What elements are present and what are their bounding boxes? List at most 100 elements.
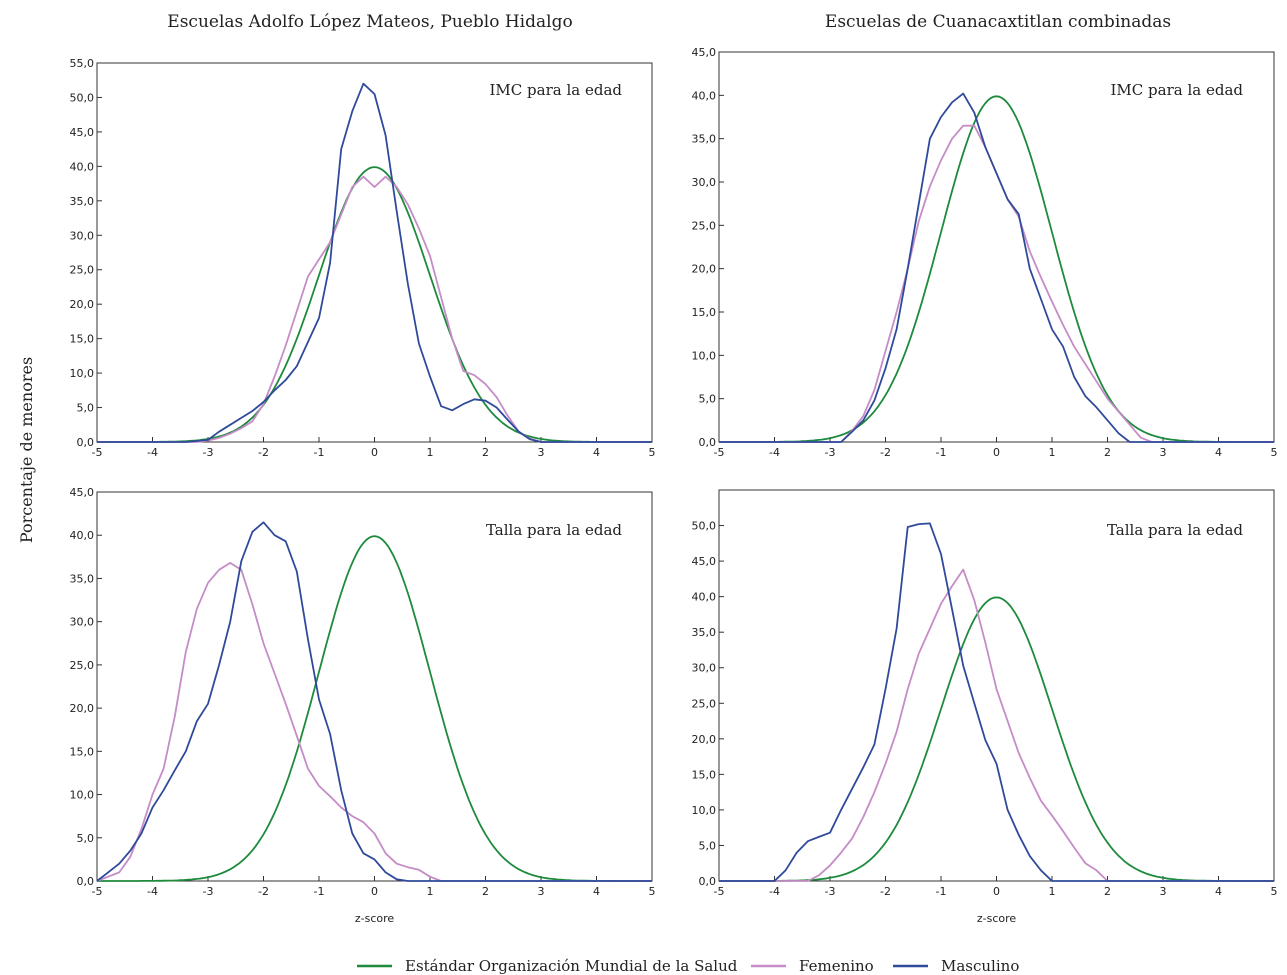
series-line-masculino [96,521,652,882]
y-tick-label: 10,0 [692,804,717,817]
y-tick-label: 30,0 [692,176,717,189]
x-tick-label: 4 [1215,885,1222,898]
x-tick-label: 4 [593,885,600,898]
y-tick-label: 5,0 [699,393,717,406]
series-line-masculino [719,92,1274,443]
panel-label: IMC para la edad [1111,81,1244,99]
x-tick-label: 2 [482,446,489,459]
x-tick-label: 0 [371,446,378,459]
y-tick-label: 10,0 [70,789,95,802]
x-tick-label: 0 [371,885,378,898]
plot-frame [718,51,1275,443]
y-tick-label: 20,0 [70,702,95,715]
y-tick-label: 25,0 [70,264,95,277]
legend-label-oms: Estándar Organización Mundial de la Salu… [405,957,738,975]
x-tick-label: -2 [880,885,891,898]
panel-top-left: 0,05,010,015,020,025,030,035,040,045,050… [70,57,656,459]
x-tick-label: -3 [825,446,836,459]
x-tick-label: 1 [427,446,434,459]
x-tick-label: -5 [92,446,103,459]
x-tick-label: -4 [769,885,780,898]
panel-label: Talla para la edad [486,521,622,539]
y-tick-label: 40,0 [70,529,95,542]
x-tick-label: 5 [1271,446,1278,459]
panel-label: Talla para la edad [1107,521,1243,539]
column-title-right: Escuelas de Cuanacaxtitlan combinadas [825,12,1171,32]
y-tick-label: 15,0 [70,745,95,758]
y-tick-label: 30,0 [70,616,95,629]
column-title-left: Escuelas Adolfo López Mateos, Pueblo Hid… [167,12,572,32]
x-tick-label: -3 [203,446,214,459]
x-tick-label: 0 [993,446,1000,459]
y-tick-label: 25,0 [692,697,717,710]
legend-label-masculino: Masculino [941,957,1019,975]
y-tick-label: 50,0 [692,520,717,533]
series-line-femenino [719,568,1274,882]
x-tick-label: -4 [769,446,780,459]
y-tick-label: 15,0 [692,306,717,319]
series-line-femenino [96,562,652,882]
y-tick-label: 25,0 [692,219,717,232]
x-axis-label: z-score [977,912,1017,925]
x-tick-label: -1 [936,446,947,459]
x-tick-label: 3 [1160,446,1167,459]
x-tick-label: -4 [147,446,158,459]
x-tick-label: 3 [538,446,545,459]
x-tick-label: 3 [538,885,545,898]
y-tick-label: 5,0 [77,402,95,415]
x-axis-label: z-score [355,912,395,925]
y-tick-label: 40,0 [70,160,95,173]
x-tick-label: 4 [593,446,600,459]
y-tick-label: 35,0 [692,133,717,146]
y-tick-label: 40,0 [692,89,717,102]
x-tick-label: -2 [880,446,891,459]
y-tick-label: 35,0 [70,572,95,585]
y-tick-label: 20,0 [70,298,95,311]
y-axis-label: Porcentaje de menores [17,357,36,543]
panel-bottom-right: 0,05,010,015,020,025,030,035,040,045,050… [692,489,1278,925]
legend-label-femenino: Femenino [799,957,874,975]
y-tick-label: 55,0 [70,57,95,70]
y-tick-label: 0,0 [699,875,717,888]
x-tick-label: 2 [1104,885,1111,898]
y-tick-label: 45,0 [70,486,95,499]
x-tick-label: 2 [482,885,489,898]
x-tick-label: 1 [1049,885,1056,898]
x-tick-label: -2 [258,885,269,898]
y-tick-label: 50,0 [70,91,95,104]
series-line-masculino [97,82,652,443]
y-tick-label: 25,0 [70,659,95,672]
series-line-oms [97,535,652,882]
x-tick-label: -3 [825,885,836,898]
x-tick-label: 1 [427,885,434,898]
panel-bottom-left: 0,0 5,0 10,0 15,0 20,0 25,0 30,0 35,0 40,0 45,0 -5… [70,486,656,925]
y-tick-label: 20,0 [692,733,717,746]
y-tick-label: 5,0 [77,832,95,845]
panel-label: IMC para la edad [490,81,623,99]
y-tick-label: 10,0 [692,349,717,362]
y-tick-label: 15,0 [70,333,95,346]
x-tick-label: 5 [649,885,656,898]
y-tick-label: 35,0 [70,195,95,208]
x-tick-label: 1 [1049,446,1056,459]
x-tick-label: -3 [203,885,214,898]
y-tick-label: 45,0 [692,46,717,59]
y-tick-label: 0,0 [77,875,95,888]
y-tick-label: 10,0 [70,367,95,380]
x-tick-label: 3 [1160,885,1167,898]
series-line-oms [719,596,1274,882]
plot-frame [96,62,653,443]
panel-top-right: 0,0 5,0 10,0 15,0 20,0 25,0 30,0 35,0 40,0 45,0 -5… [692,46,1278,459]
x-tick-label: 4 [1215,446,1222,459]
x-tick-label: -2 [258,446,269,459]
series-line-oms [97,166,652,443]
x-tick-label: 0 [993,885,1000,898]
y-tick-label: 0,0 [77,436,95,449]
y-tick-label: 0,0 [699,436,717,449]
y-tick-label: 35,0 [692,626,717,639]
x-tick-label: -1 [936,885,947,898]
y-tick-label: 40,0 [692,591,717,604]
y-tick-label: 20,0 [692,263,717,276]
x-tick-label: -5 [92,885,103,898]
